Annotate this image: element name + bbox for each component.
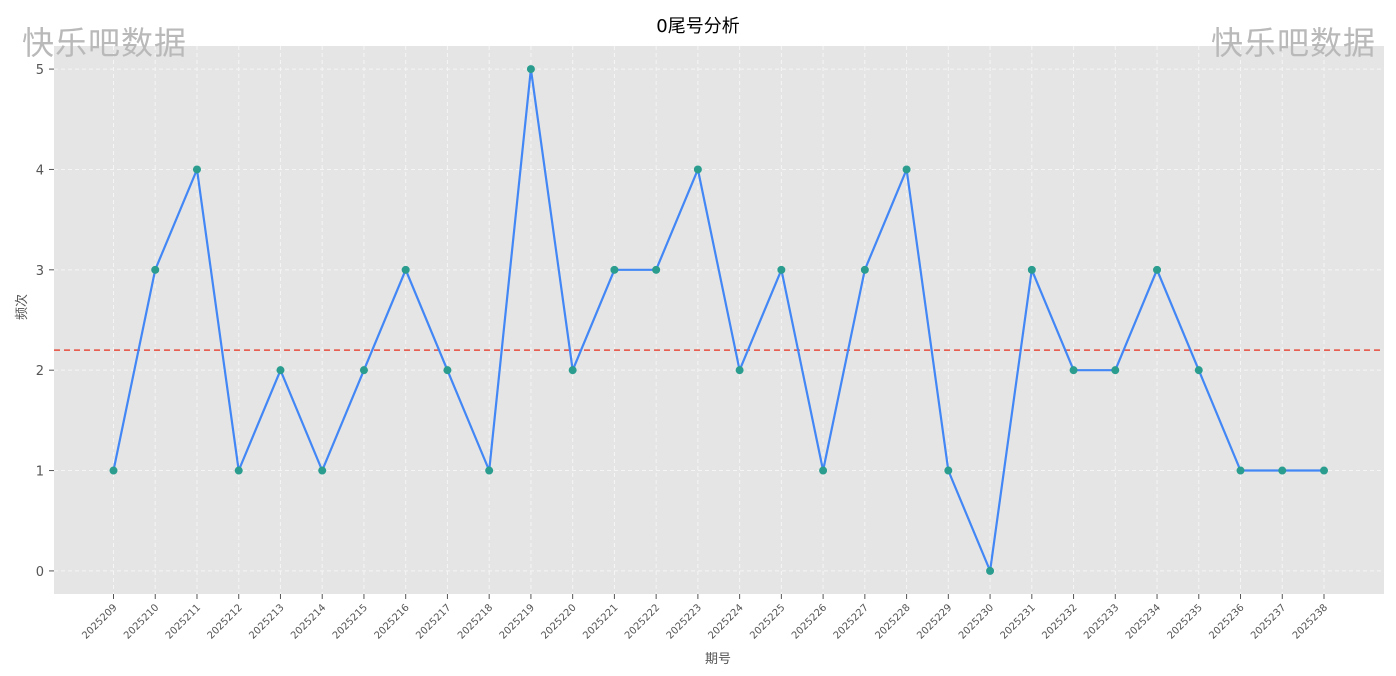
x-tick-label: 2025209 <box>80 602 119 641</box>
data-point <box>610 265 619 274</box>
x-tick-label: 2025214 <box>289 602 328 641</box>
watermark-left: 快乐吧数据 <box>22 24 188 62</box>
data-point <box>944 466 953 475</box>
data-point <box>318 466 327 475</box>
data-point <box>568 366 577 375</box>
data-point <box>1236 466 1245 475</box>
data-point <box>693 165 702 174</box>
data-point <box>777 265 786 274</box>
data-point <box>109 466 118 475</box>
data-point <box>652 265 661 274</box>
y-tick-label: 0 <box>36 565 44 580</box>
y-tick-label: 2 <box>36 364 44 379</box>
x-tick-label: 2025225 <box>748 602 787 641</box>
x-tick-label: 2025211 <box>164 602 203 641</box>
plot-area <box>54 46 1384 594</box>
data-point <box>986 566 995 575</box>
x-tick-label: 2025221 <box>581 602 620 641</box>
data-point <box>1278 466 1287 475</box>
data-point <box>735 366 744 375</box>
x-tick-label: 2025234 <box>1124 602 1163 641</box>
data-point <box>359 366 368 375</box>
data-point <box>1069 366 1078 375</box>
data-point <box>192 165 201 174</box>
y-tick-label: 4 <box>36 163 44 178</box>
data-point <box>485 466 494 475</box>
x-tick-label: 2025235 <box>1166 602 1205 641</box>
x-tick-label: 2025229 <box>915 602 954 641</box>
data-point <box>526 65 535 74</box>
watermark-right: 快乐吧数据 <box>1210 24 1376 62</box>
x-tick-label: 2025212 <box>206 602 245 641</box>
x-tick-label: 2025213 <box>247 602 286 641</box>
x-tick-label: 2025222 <box>623 602 662 641</box>
x-tick-label: 2025216 <box>373 602 412 641</box>
data-point <box>902 165 911 174</box>
x-tick-label: 2025227 <box>832 602 871 641</box>
x-tick-label: 2025210 <box>122 602 161 641</box>
data-point <box>1027 265 1036 274</box>
chart-title: 0尾号分析 <box>656 16 740 37</box>
data-point <box>401 265 410 274</box>
y-tick-label: 3 <box>36 264 44 279</box>
data-point <box>1194 366 1203 375</box>
x-tick-label: 2025232 <box>1040 602 1079 641</box>
x-tick-label: 2025217 <box>414 602 453 641</box>
x-tick-label: 2025238 <box>1291 602 1330 641</box>
data-point <box>1111 366 1120 375</box>
data-point <box>234 466 243 475</box>
x-tick-label: 2025215 <box>331 602 370 641</box>
x-tick-label: 2025219 <box>498 602 537 641</box>
y-tick-label: 5 <box>36 63 44 78</box>
y-tick-label: 1 <box>36 465 44 480</box>
x-tick-label: 2025226 <box>790 602 829 641</box>
x-tick-label: 2025224 <box>706 602 745 641</box>
series-line <box>112 68 1324 576</box>
y-axis-label: 频次 <box>15 293 30 320</box>
x-tick-label: 2025228 <box>873 602 912 641</box>
data-point <box>151 265 160 274</box>
x-tick-label: 2025230 <box>957 602 996 641</box>
data-point <box>1320 466 1328 475</box>
data-point <box>443 366 452 375</box>
x-tick-label: 2025223 <box>665 602 704 641</box>
x-tick-label: 2025231 <box>999 602 1038 641</box>
data-point <box>276 366 285 375</box>
x-tick-label: 2025220 <box>539 602 578 641</box>
x-tick-label: 2025237 <box>1249 602 1288 641</box>
x-tick-label: 2025236 <box>1207 602 1246 641</box>
x-axis-label: 期号 <box>704 652 731 667</box>
x-tick-label: 2025218 <box>456 602 495 641</box>
x-tick-label: 2025233 <box>1082 602 1121 641</box>
data-point <box>860 265 869 274</box>
data-point <box>819 466 828 475</box>
data-point <box>1153 265 1162 274</box>
